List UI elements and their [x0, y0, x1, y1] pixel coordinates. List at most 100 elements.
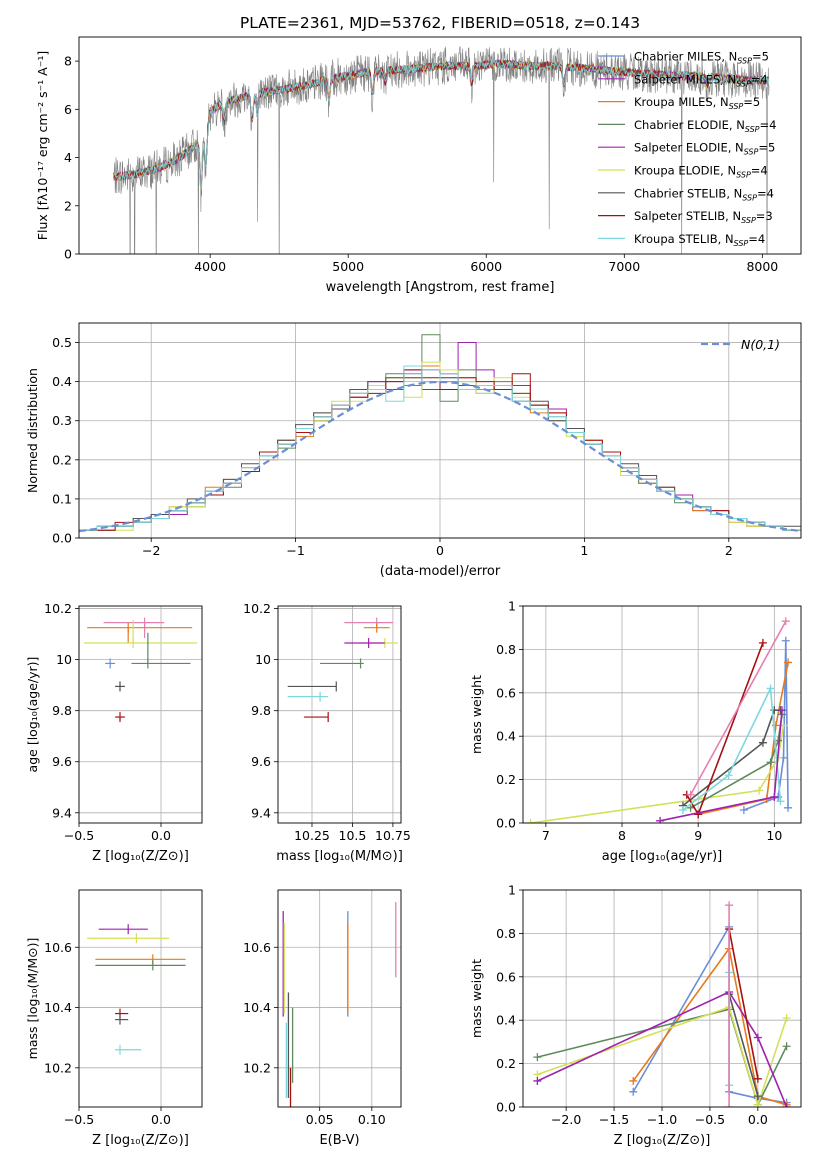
axes-frame [277, 889, 402, 1108]
panel-5: −0.5 0.0 10.2 10.4 10.6 Z [log₁₀(Z/Z⊙)] mass [… [25, 889, 203, 1148]
x-tick-label: 6000 [470, 259, 502, 274]
data-marker [629, 1087, 638, 1096]
x-tick-label: 10.25 [294, 828, 330, 843]
x-tick-label: 10 [766, 828, 782, 843]
series-line [682, 685, 782, 811]
data-point [344, 617, 393, 628]
y-tick-label: 0.0 [52, 531, 72, 546]
y-tick-label: 0.6 [496, 685, 516, 700]
x-tick-label: −0.5 [695, 1112, 725, 1127]
data-point [98, 924, 148, 935]
plot-area [533, 901, 791, 1107]
legend: Chabrier MILES, NSSP=5 Salpeter MILES, NS… [598, 50, 776, 248]
y-axis-label: mass [log₁₀(M/M⊙)] [25, 938, 40, 1060]
data-point [103, 617, 165, 638]
x-tick-label: 8 [618, 828, 626, 843]
x-tick-label: −1.0 [647, 1112, 677, 1127]
y-tick-label: 10.2 [44, 1060, 72, 1075]
data-marker [777, 706, 786, 715]
x-axis-label: Z [log₁₀(Z/Z⊙)] [614, 1133, 711, 1148]
data-point [115, 681, 125, 692]
series-line [728, 993, 759, 1097]
data-point [87, 622, 193, 644]
data-point [287, 691, 329, 702]
x-axis-label: Z [log₁₀(Z/Z⊙)] [92, 849, 189, 864]
data-marker [694, 810, 703, 819]
legend-entry: Kroupa MILES, NSSP=5 [634, 95, 760, 111]
x-tick-label: 9 [694, 828, 702, 843]
y-tick-label: 0.4 [496, 729, 516, 744]
data-marker [753, 1033, 762, 1042]
x-tick-label: −1.5 [599, 1112, 629, 1127]
data-marker [784, 658, 793, 667]
x-tick-label: 10.5 [339, 828, 367, 843]
x-tick-label: 0.10 [358, 1112, 386, 1127]
x-tick-label: 0.0 [151, 828, 171, 843]
plot-area [83, 617, 198, 723]
data-marker [776, 797, 785, 806]
data-marker [758, 738, 767, 747]
y-tick-label: 0.8 [496, 642, 516, 657]
data-marker [781, 636, 790, 645]
legend-entry: Kroupa ELODIE, NSSP=4 [634, 164, 768, 180]
normal-curve [79, 380, 801, 533]
data-point [87, 933, 170, 944]
data-point [303, 712, 329, 723]
model-spectrum [113, 58, 770, 190]
y-tick-label: 0.3 [52, 413, 72, 428]
x-tick-label: −2 [142, 543, 160, 558]
plot-area [526, 617, 793, 823]
y-axis-label: age [log₁₀(age/yr)] [25, 657, 40, 773]
data-marker [725, 901, 734, 910]
data-marker [724, 771, 733, 780]
x-tick-label: 2 [725, 543, 733, 558]
panel-7: −2.0 −1.5 −1.0 −0.5 0.0 0.0 0.2 0.4 0.6 0.8 1 Z [lo… [469, 883, 802, 1148]
legend-entry: Salpeter ELODIE, NSSP=5 [634, 141, 775, 157]
x-tick-label: 1 [580, 543, 588, 558]
panel-4: 7 8 9 10 0.0 0.2 0.4 0.6 0.8 1 age [log₁₀(age/yr)]… [469, 599, 802, 864]
data-point [344, 638, 385, 649]
data-marker [656, 816, 665, 823]
y-tick-label: 9.6 [251, 754, 271, 769]
y-tick-label: 0.0 [496, 1100, 516, 1115]
x-axis-label: age [log₁₀(age/yr)] [602, 849, 723, 864]
series-line [537, 990, 788, 1107]
y-tick-label: 0.1 [52, 491, 72, 506]
data-marker [533, 1076, 542, 1085]
y-tick-label: 4 [64, 150, 72, 165]
y-tick-label: 6 [64, 102, 72, 117]
x-tick-label: −0.5 [64, 1112, 94, 1127]
x-axis-label: mass [log₁₀(M/M⊙)] [276, 849, 403, 864]
data-marker [766, 758, 775, 767]
x-tick-label: 10.75 [375, 828, 411, 843]
y-tick-label: 0.4 [52, 374, 72, 389]
legend-entry: Kroupa STELIB, NSSP=4 [634, 232, 765, 248]
x-tick-label: 4000 [194, 259, 226, 274]
y-tick-label: 9.8 [251, 703, 271, 718]
legend: N(0,1) [701, 337, 780, 352]
data-marker [686, 790, 695, 799]
data-marker [770, 792, 779, 801]
plot-area [282, 902, 397, 1107]
x-tick-label: 8000 [746, 259, 778, 274]
x-tick-label: −1 [286, 543, 304, 558]
y-tick-label: 10 [56, 652, 72, 667]
legend-entry: N(0,1) [741, 337, 780, 352]
data-point [83, 620, 198, 649]
y-tick-label: 1 [508, 883, 516, 898]
x-tick-label: 0.0 [151, 1112, 171, 1127]
data-marker [784, 803, 793, 812]
x-axis-label: (data-model)/error [380, 564, 501, 579]
legend-entry: Chabrier ELODIE, NSSP=4 [634, 118, 776, 134]
panel-2: −0.5 0.0 9.4 9.6 9.8 10 10.2 Z [log₁₀(Z/Z⊙)] age… [25, 601, 203, 864]
figure-title: PLATE=2361, MJD=53762, FIBERID=0518, z=0… [240, 14, 640, 32]
data-marker [766, 684, 775, 693]
data-marker [782, 1103, 791, 1107]
x-axis-label: Z [log₁₀(Z/Z⊙)] [92, 1133, 189, 1148]
y-tick-label: 0.5 [52, 335, 72, 350]
x-tick-label: 7 [542, 828, 550, 843]
x-tick-label: 0.05 [306, 1112, 334, 1127]
data-marker [629, 1076, 638, 1085]
plot-area [87, 924, 186, 1055]
y-tick-label: 10.6 [44, 940, 72, 955]
